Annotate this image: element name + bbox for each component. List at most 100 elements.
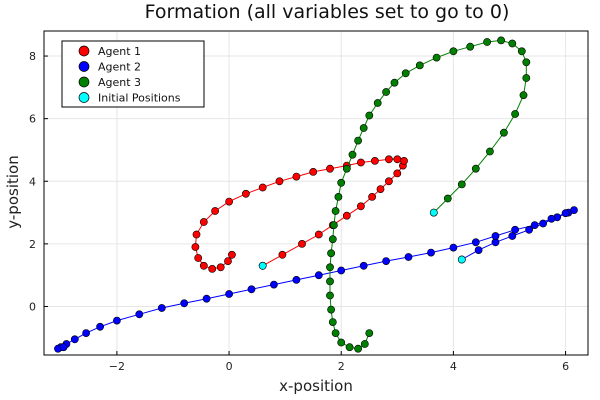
legend-marker xyxy=(78,45,90,57)
data-point xyxy=(327,305,335,314)
series-4 xyxy=(258,208,466,270)
chart-title: Formation (all variables set to go to 0) xyxy=(145,1,510,23)
data-point xyxy=(457,255,466,264)
data-point xyxy=(135,310,144,319)
y-tick-label: 6 xyxy=(29,113,36,126)
data-point xyxy=(194,254,203,262)
data-point xyxy=(326,263,334,272)
data-point xyxy=(404,253,413,261)
data-point xyxy=(382,88,390,96)
data-point xyxy=(326,277,334,286)
data-point xyxy=(327,249,335,258)
data-point xyxy=(292,275,301,284)
data-point xyxy=(269,280,278,289)
data-point xyxy=(292,172,301,181)
data-point xyxy=(432,53,441,62)
data-point xyxy=(258,261,267,270)
data-point xyxy=(113,316,121,325)
legend: Agent 1 Agent 2 Agent 3 Initial Positions xyxy=(61,40,205,108)
data-point xyxy=(247,285,256,294)
data-point xyxy=(485,147,494,156)
y-tick-label: 0 xyxy=(29,300,36,313)
data-point xyxy=(390,78,399,87)
data-point xyxy=(561,209,570,218)
data-point xyxy=(354,344,362,353)
data-point xyxy=(570,206,578,214)
data-point xyxy=(348,150,357,159)
data-point xyxy=(356,202,365,211)
data-point xyxy=(443,194,452,203)
data-point xyxy=(328,318,337,326)
legend-label: Initial Positions xyxy=(98,92,181,105)
legend-label: Agent 1 xyxy=(98,45,141,58)
data-point xyxy=(483,38,491,46)
data-point xyxy=(497,36,505,45)
data-point xyxy=(224,257,232,265)
data-point xyxy=(309,167,318,176)
data-point xyxy=(499,128,508,137)
data-point xyxy=(474,246,483,254)
data-point xyxy=(227,250,236,259)
data-point xyxy=(326,164,334,173)
data-point xyxy=(225,290,233,298)
data-point xyxy=(547,214,556,223)
data-point xyxy=(360,340,369,348)
x-tick-label: 2 xyxy=(338,360,345,373)
data-point xyxy=(511,110,519,118)
data-point xyxy=(314,230,323,239)
data-point xyxy=(331,329,340,337)
data-point xyxy=(517,47,526,56)
data-point xyxy=(530,221,539,229)
y-axis-title: y-position xyxy=(4,155,22,228)
data-point xyxy=(216,263,225,272)
series-layer xyxy=(54,36,578,353)
data-point xyxy=(356,158,365,167)
data-point xyxy=(326,291,334,300)
plot-area-frame xyxy=(43,30,589,356)
data-point xyxy=(522,74,531,82)
axis-ticks: −2 0 2 4 6 0 2 4 6 8 xyxy=(29,50,569,373)
data-point xyxy=(368,192,376,201)
data-point xyxy=(384,155,393,164)
data-point xyxy=(457,180,466,189)
data-point xyxy=(298,239,306,248)
legend-marker xyxy=(78,61,90,72)
data-point xyxy=(471,164,480,173)
data-point xyxy=(199,261,208,270)
data-point xyxy=(96,322,104,331)
data-point xyxy=(342,211,351,220)
data-point xyxy=(70,335,79,344)
data-point xyxy=(466,42,475,51)
data-point xyxy=(345,343,354,352)
data-point xyxy=(415,61,424,70)
data-point xyxy=(511,225,519,234)
y-tick-label: 2 xyxy=(29,238,36,251)
y-tick-label: 8 xyxy=(29,50,36,63)
data-point xyxy=(342,164,351,173)
data-point xyxy=(393,169,402,178)
data-point xyxy=(191,243,200,251)
data-point xyxy=(519,91,528,100)
data-point xyxy=(427,248,435,257)
data-point xyxy=(337,338,346,347)
data-point xyxy=(241,189,250,198)
data-point xyxy=(157,304,166,312)
data-point xyxy=(449,243,458,252)
data-point xyxy=(202,294,211,303)
data-point xyxy=(376,185,385,193)
data-point xyxy=(525,225,533,234)
data-point xyxy=(354,136,362,145)
data-point xyxy=(522,58,531,67)
data-point xyxy=(373,99,382,107)
data-point xyxy=(401,69,410,78)
legend-label: Agent 3 xyxy=(98,76,141,89)
data-point xyxy=(258,183,267,192)
data-point xyxy=(337,178,346,187)
data-point xyxy=(384,177,393,186)
legend-marker xyxy=(78,92,90,103)
data-point xyxy=(491,232,500,240)
data-point xyxy=(365,329,374,337)
x-tick-label: 0 xyxy=(226,360,233,373)
data-point xyxy=(359,124,368,132)
